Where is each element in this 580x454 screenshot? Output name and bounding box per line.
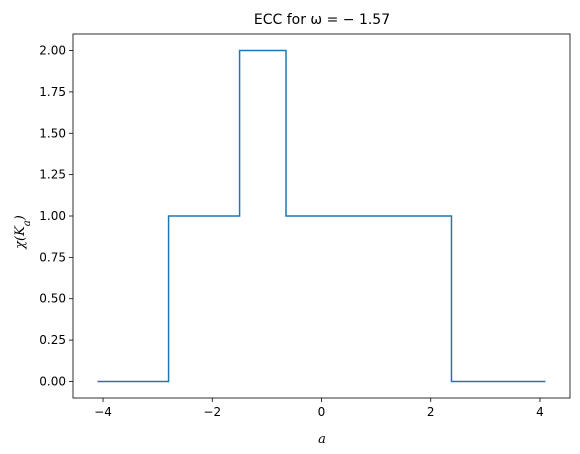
- y-tick-label: 0.75: [39, 250, 66, 264]
- series-line-0: [97, 49, 546, 383]
- y-tick-label: 1.25: [39, 168, 66, 182]
- x-tick-label: 0: [318, 405, 326, 419]
- x-tick-label: −4: [94, 405, 112, 419]
- y-tick-label: 0.25: [39, 333, 66, 347]
- x-axis-label: a: [318, 432, 326, 447]
- x-tick-label: 4: [536, 405, 544, 419]
- chart-title: ECC for ω = − 1.57: [254, 12, 390, 28]
- y-tick-label: 1.75: [39, 85, 66, 99]
- y-tick-label: 0.50: [39, 292, 66, 306]
- y-tick-label: 1.00: [39, 209, 66, 223]
- x-tick-label: −2: [203, 405, 221, 419]
- x-tick-label: 2: [427, 405, 435, 419]
- y-axis-label: χ(Ka): [13, 215, 33, 250]
- y-tick-label: 2.00: [39, 44, 66, 58]
- y-tick-label: 0.00: [39, 374, 66, 388]
- plot-area: −4 −2 0 2 4 0.00 0.25 0.50 0.75 1.00 1.25 1.50 1.75 2…: [39, 33, 571, 419]
- y-tick-label: 1.50: [39, 126, 66, 140]
